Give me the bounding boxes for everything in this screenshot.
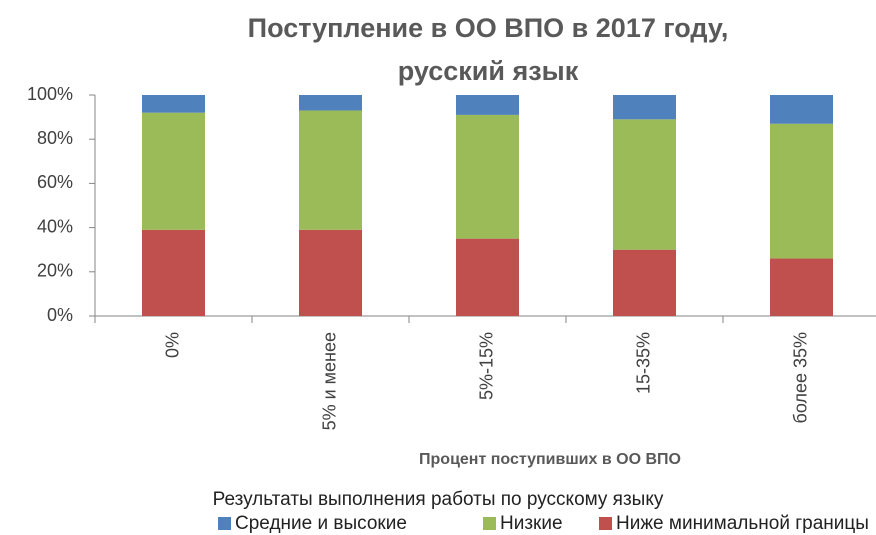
legend-label: Средние и высокие: [235, 513, 407, 534]
legend-swatch: [599, 517, 612, 530]
bar-segment: [770, 95, 833, 124]
legend-label: Ниже минимальной границы: [616, 513, 869, 534]
y-tick-label: 100%: [27, 84, 73, 104]
x-tick-label: 15-35%: [633, 332, 653, 394]
x-tick-label: 5%-15%: [476, 332, 496, 400]
bar-segment: [613, 249, 676, 316]
chart-title: русский язык: [398, 56, 579, 86]
x-tick-label: 5% и менее: [319, 332, 339, 430]
legend-label: Низкие: [500, 513, 563, 534]
bar-segment: [456, 238, 519, 316]
bar-segment: [456, 95, 519, 115]
bar-segment: [299, 229, 362, 316]
legend-swatch: [218, 517, 231, 530]
bar-segment: [613, 119, 676, 250]
bar-segment: [299, 95, 362, 111]
legend-title: Результаты выполнения работы по русскому…: [213, 489, 664, 510]
y-tick-label: 20%: [37, 261, 73, 281]
bar-segment: [142, 95, 205, 113]
x-axis-title: Процент поступивших в ОО ВПО: [419, 451, 681, 468]
bar-segment: [456, 114, 519, 239]
bar-segment: [613, 95, 676, 120]
bar-segment: [299, 110, 362, 230]
bar-segment: [770, 258, 833, 316]
y-tick-label: 60%: [37, 172, 73, 192]
x-tick-label: 0%: [162, 332, 182, 358]
bar-segment: [770, 123, 833, 259]
legend-swatch: [483, 517, 496, 530]
y-tick-label: 80%: [37, 128, 73, 148]
chart-title: Поступление в ОО ВПО в 2017 году,: [248, 13, 729, 43]
x-tick-label: более 35%: [790, 332, 810, 423]
y-tick-label: 0%: [47, 305, 73, 325]
y-tick-label: 40%: [37, 216, 73, 236]
bar-segment: [142, 112, 205, 230]
bar-segment: [142, 229, 205, 316]
